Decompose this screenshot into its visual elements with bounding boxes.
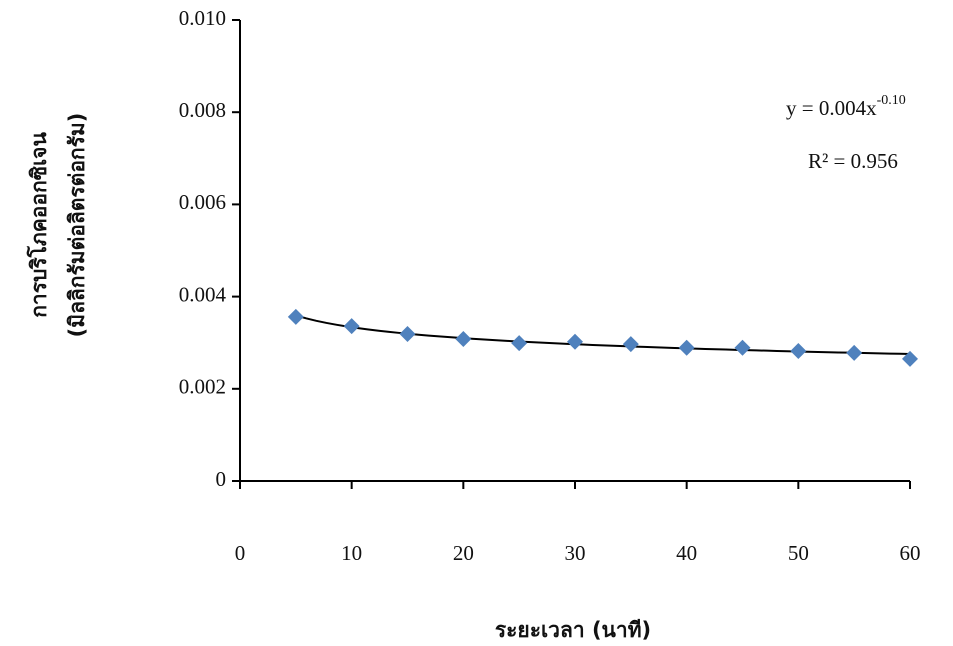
- x-tick-label: 50: [788, 541, 809, 565]
- y-tick-label: 0.004: [179, 282, 227, 306]
- point: [567, 334, 583, 350]
- y-axis-label: (มิลลิกรัมต่อลิตรต่อกรัม): [65, 113, 89, 338]
- y-tick-label: 0: [216, 467, 227, 491]
- y-axis-label: การบริโภคออกซิเจน: [26, 132, 51, 318]
- point: [288, 309, 304, 325]
- equation-base: y = 0.004x: [786, 96, 877, 120]
- x-tick-label: 40: [676, 541, 697, 565]
- point: [735, 340, 751, 356]
- chart: ระยะเวลา (นาที) การบริโภคออกซิเจน (มิลลิ…: [0, 0, 953, 646]
- y-tick-label: 0.008: [179, 98, 226, 122]
- point: [344, 318, 360, 334]
- equation-exponent: -0.10: [877, 93, 906, 108]
- point: [846, 345, 862, 361]
- x-tick-label: 30: [565, 541, 586, 565]
- point: [511, 335, 527, 351]
- x-tick-label: 10: [341, 541, 362, 565]
- r-squared: R² = 0.956: [808, 149, 898, 173]
- y-tick-label: 0.006: [179, 190, 226, 214]
- y-tick-label: 0.002: [179, 375, 226, 399]
- trendline: [296, 315, 910, 354]
- point: [623, 336, 639, 352]
- x-tick-label: 0: [235, 541, 246, 565]
- point: [400, 326, 416, 342]
- x-axis-label: ระยะเวลา (นาที): [495, 618, 651, 642]
- point: [455, 331, 471, 347]
- x-tick-label: 60: [900, 541, 921, 565]
- equation: y = 0.004x-0.10: [786, 93, 906, 120]
- x-tick-label: 20: [453, 541, 474, 565]
- point: [790, 343, 806, 359]
- y-tick-label: 0.010: [179, 6, 226, 30]
- point: [679, 340, 695, 356]
